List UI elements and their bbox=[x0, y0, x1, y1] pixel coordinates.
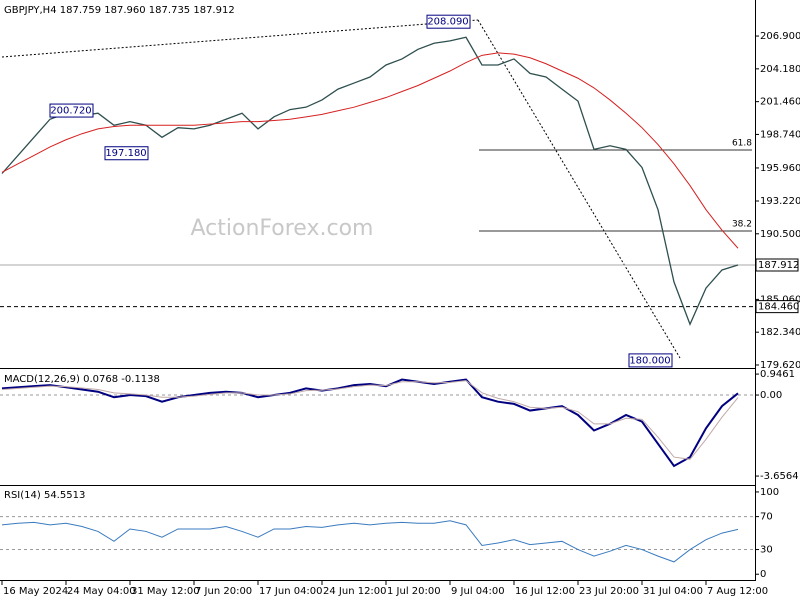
x-tick-label: 16 Jul 12:00 bbox=[515, 586, 575, 597]
annotation-box bbox=[426, 14, 471, 29]
x-tick-label: 1 Jul 20:00 bbox=[387, 586, 441, 597]
annotation-label: 200.720 bbox=[50, 106, 91, 117]
support-label: 184.460 bbox=[758, 302, 799, 313]
y-tick-label: 206.900 bbox=[760, 31, 800, 42]
series-line bbox=[1, 36, 739, 326]
y-tick-label: 182.340 bbox=[760, 327, 800, 338]
annotation-label: 208.090 bbox=[427, 17, 468, 28]
x-tick-label: 7 Jun 20:00 bbox=[195, 586, 252, 597]
y-tick-label: -3.6564 bbox=[760, 471, 799, 482]
y-tick-label: 204.180 bbox=[760, 64, 800, 75]
y-tick-label: 193.220 bbox=[760, 196, 800, 207]
annotation-box bbox=[49, 103, 94, 118]
annotation-label: 197.180 bbox=[105, 148, 146, 159]
support-box bbox=[755, 300, 799, 314]
trend-line bbox=[1, 19, 479, 58]
y-tick-label: 201.460 bbox=[760, 97, 800, 108]
y-tick-label: 198.740 bbox=[760, 129, 800, 140]
y-tick-label: 0 bbox=[760, 569, 766, 580]
y-tick-label: 100 bbox=[760, 487, 779, 498]
watermark: ActionForex.com bbox=[191, 216, 374, 241]
trend-line bbox=[477, 19, 681, 359]
series-line bbox=[1, 52, 739, 249]
x-tick-label: 31 Jul 04:00 bbox=[643, 586, 703, 597]
y-tick-label: 185.060 bbox=[760, 294, 800, 305]
last-price-box bbox=[755, 258, 799, 272]
y-tick-label: 179.620 bbox=[760, 360, 800, 371]
fib-label: 61.8 bbox=[732, 138, 752, 148]
x-tick-label: 31 May 12:00 bbox=[131, 586, 200, 597]
chart-title: GBPJPY,H4 187.759 187.960 187.735 187.91… bbox=[4, 5, 235, 16]
x-tick-label: 23 Jul 20:00 bbox=[579, 586, 639, 597]
series-line bbox=[1, 380, 739, 460]
series-line bbox=[1, 378, 739, 468]
x-tick-label: 24 Jun 12:00 bbox=[323, 586, 387, 597]
macd-title: MACD(12,26,9) 0.0768 -0.1138 bbox=[4, 374, 160, 385]
rsi-title: RSI(14) 54.5513 bbox=[4, 490, 85, 501]
x-tick-label: 7 Aug 12:00 bbox=[707, 586, 768, 597]
x-tick-label: 24 May 04:00 bbox=[67, 586, 136, 597]
x-tick-label: 9 Jul 04:00 bbox=[451, 586, 505, 597]
fib-label: 38.2 bbox=[732, 220, 752, 230]
annotation-box bbox=[628, 353, 673, 368]
last-price-label: 187.912 bbox=[758, 260, 799, 271]
y-tick-label: 0.00 bbox=[760, 390, 782, 401]
y-tick-label: 0.9461 bbox=[760, 369, 795, 380]
x-tick-label: 17 Jun 04:00 bbox=[259, 586, 323, 597]
y-tick-label: 190.500 bbox=[760, 229, 800, 240]
y-tick-label: 195.960 bbox=[760, 163, 800, 174]
annotation-box bbox=[104, 146, 149, 161]
y-tick-label: 70 bbox=[760, 512, 773, 523]
x-tick-label: 16 May 2024 bbox=[3, 586, 68, 597]
annotation-label: 180.000 bbox=[629, 355, 670, 366]
y-tick-label: 30 bbox=[760, 545, 773, 556]
series-line bbox=[1, 520, 739, 563]
